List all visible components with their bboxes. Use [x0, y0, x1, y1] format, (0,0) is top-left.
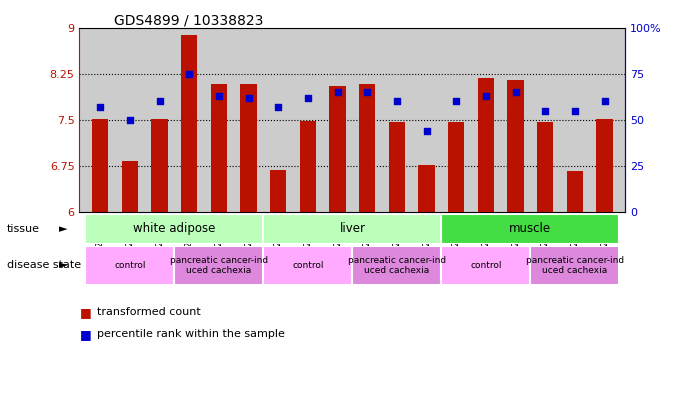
Point — [569, 107, 580, 114]
Bar — [300, 121, 316, 212]
Point — [599, 98, 610, 105]
Bar — [211, 84, 227, 212]
Point — [332, 89, 343, 95]
Text: GDS4899 / 10338823: GDS4899 / 10338823 — [114, 14, 263, 28]
Bar — [330, 86, 346, 212]
Text: pancreatic cancer-ind
uced cachexia: pancreatic cancer-ind uced cachexia — [170, 255, 268, 275]
Bar — [263, 214, 442, 244]
Bar — [448, 122, 464, 212]
Text: liver: liver — [339, 222, 366, 235]
Bar — [151, 119, 168, 212]
Bar — [359, 84, 375, 212]
Text: control: control — [114, 261, 146, 270]
Bar — [596, 119, 613, 212]
Bar — [507, 80, 524, 212]
Text: pancreatic cancer-ind
uced cachexia: pancreatic cancer-ind uced cachexia — [348, 255, 446, 275]
Text: pancreatic cancer-ind
uced cachexia: pancreatic cancer-ind uced cachexia — [526, 255, 624, 275]
Point — [391, 98, 402, 105]
Bar — [537, 122, 553, 212]
Text: muscle: muscle — [509, 222, 551, 235]
Bar — [181, 35, 198, 212]
Point — [510, 89, 521, 95]
Text: percentile rank within the sample: percentile rank within the sample — [97, 329, 285, 339]
Bar — [531, 246, 619, 285]
Text: ■: ■ — [79, 327, 91, 341]
Bar — [477, 78, 494, 212]
Text: control: control — [292, 261, 323, 270]
Point — [124, 117, 135, 123]
Point — [95, 104, 106, 110]
Bar — [442, 214, 619, 244]
Point — [273, 104, 284, 110]
Point — [451, 98, 462, 105]
Bar — [270, 170, 286, 212]
Point — [303, 95, 314, 101]
Point — [480, 93, 491, 99]
Bar — [389, 122, 405, 212]
Text: white adipose: white adipose — [133, 222, 216, 235]
Point — [540, 107, 551, 114]
Point — [154, 98, 165, 105]
Text: ►: ► — [59, 224, 67, 234]
Text: ■: ■ — [79, 306, 91, 319]
Bar — [442, 246, 531, 285]
Text: disease state: disease state — [7, 260, 81, 270]
Text: transformed count: transformed count — [97, 307, 200, 318]
Text: ►: ► — [59, 260, 67, 270]
Bar — [567, 171, 583, 212]
Point — [243, 95, 254, 101]
Bar — [86, 214, 263, 244]
Bar — [122, 160, 138, 212]
Point — [421, 128, 432, 134]
Bar — [419, 165, 435, 212]
Text: control: control — [470, 261, 502, 270]
Bar — [174, 246, 263, 285]
Bar — [352, 246, 442, 285]
Text: tissue: tissue — [7, 224, 40, 234]
Bar — [240, 84, 257, 212]
Point — [361, 89, 372, 95]
Point — [184, 70, 195, 77]
Bar — [263, 246, 352, 285]
Bar — [92, 119, 108, 212]
Bar — [86, 246, 174, 285]
Point — [214, 93, 225, 99]
